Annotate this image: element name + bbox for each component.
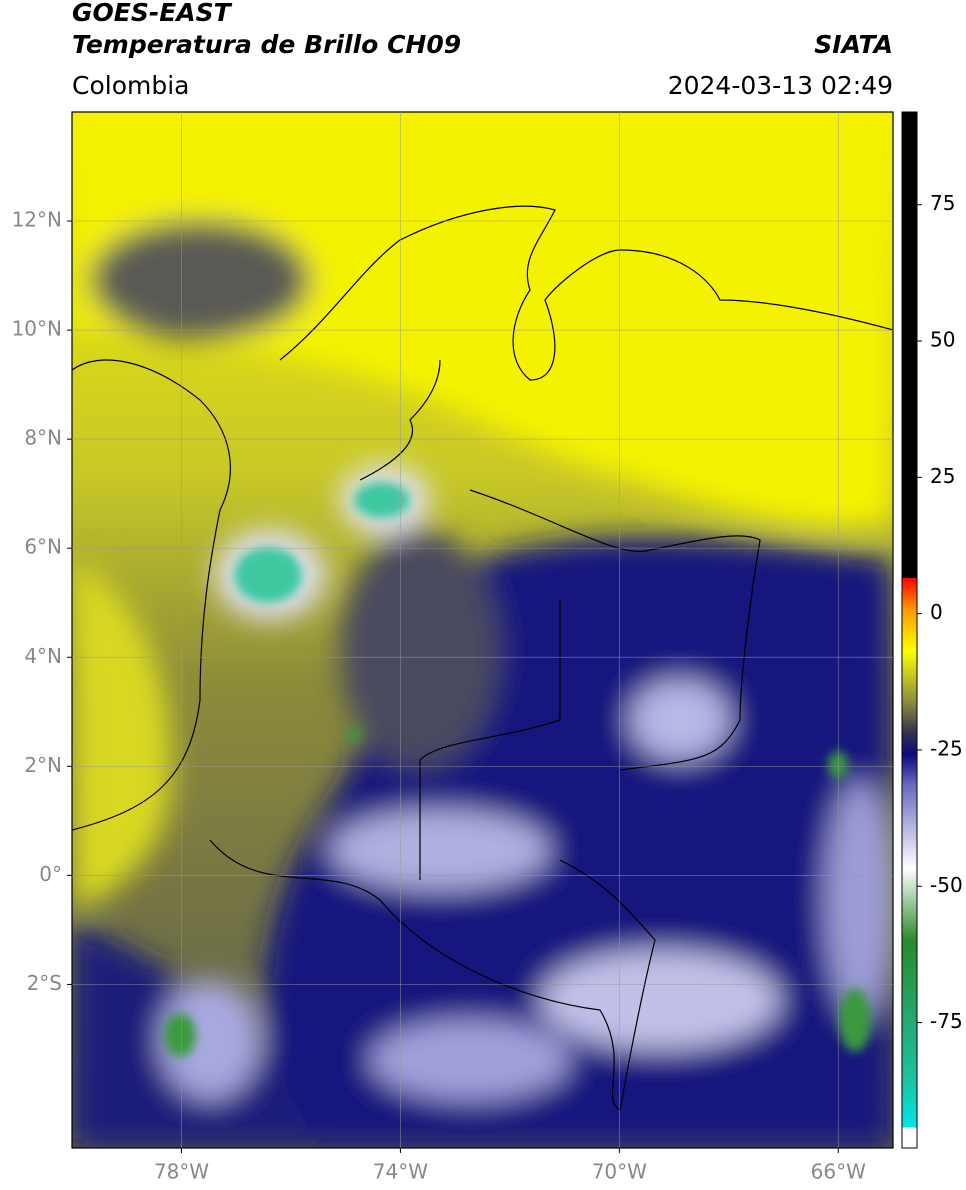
- region: Colombia: [72, 71, 189, 100]
- lat-tick-label: 8°N: [24, 426, 62, 450]
- lat-tick-label: 12°N: [12, 208, 62, 232]
- colorbar-tick-label: 25: [930, 464, 955, 488]
- coastlines: [72, 205, 893, 1111]
- map-frame: [71, 111, 894, 1149]
- lat-tick-label: 6°N: [24, 535, 62, 559]
- lat-tick-label: 0°: [39, 862, 62, 886]
- datetime: 2024-03-13 02:49: [668, 71, 893, 100]
- colorbar-tick-label: -75: [930, 1009, 963, 1033]
- product-title: Temperatura de Brillo CH09: [72, 30, 461, 59]
- colorbar-tick-label: 50: [930, 328, 955, 352]
- lon-tick-label: 78°W: [154, 1160, 209, 1184]
- source: SIATA: [814, 30, 893, 59]
- lat-tick-label: 4°N: [24, 644, 62, 668]
- lon-tick-label: 70°W: [592, 1160, 647, 1184]
- colorbar-tick-label: 75: [930, 191, 955, 215]
- colorbar-tick-label: -25: [930, 736, 963, 760]
- colorbar-tick-label: -50: [930, 873, 963, 897]
- lon-tick-label: 74°W: [373, 1160, 428, 1184]
- satellite-image: [72, 112, 893, 1148]
- lat-tick-label: 10°N: [12, 317, 62, 341]
- colorbar: [901, 111, 918, 1149]
- colorbar-tick-label: 0: [930, 600, 943, 624]
- lon-tick-label: 66°W: [811, 1160, 866, 1184]
- satellite-title: GOES-EAST: [72, 0, 233, 27]
- lat-tick-label: 2°S: [27, 971, 62, 995]
- lat-tick-label: 2°N: [24, 753, 62, 777]
